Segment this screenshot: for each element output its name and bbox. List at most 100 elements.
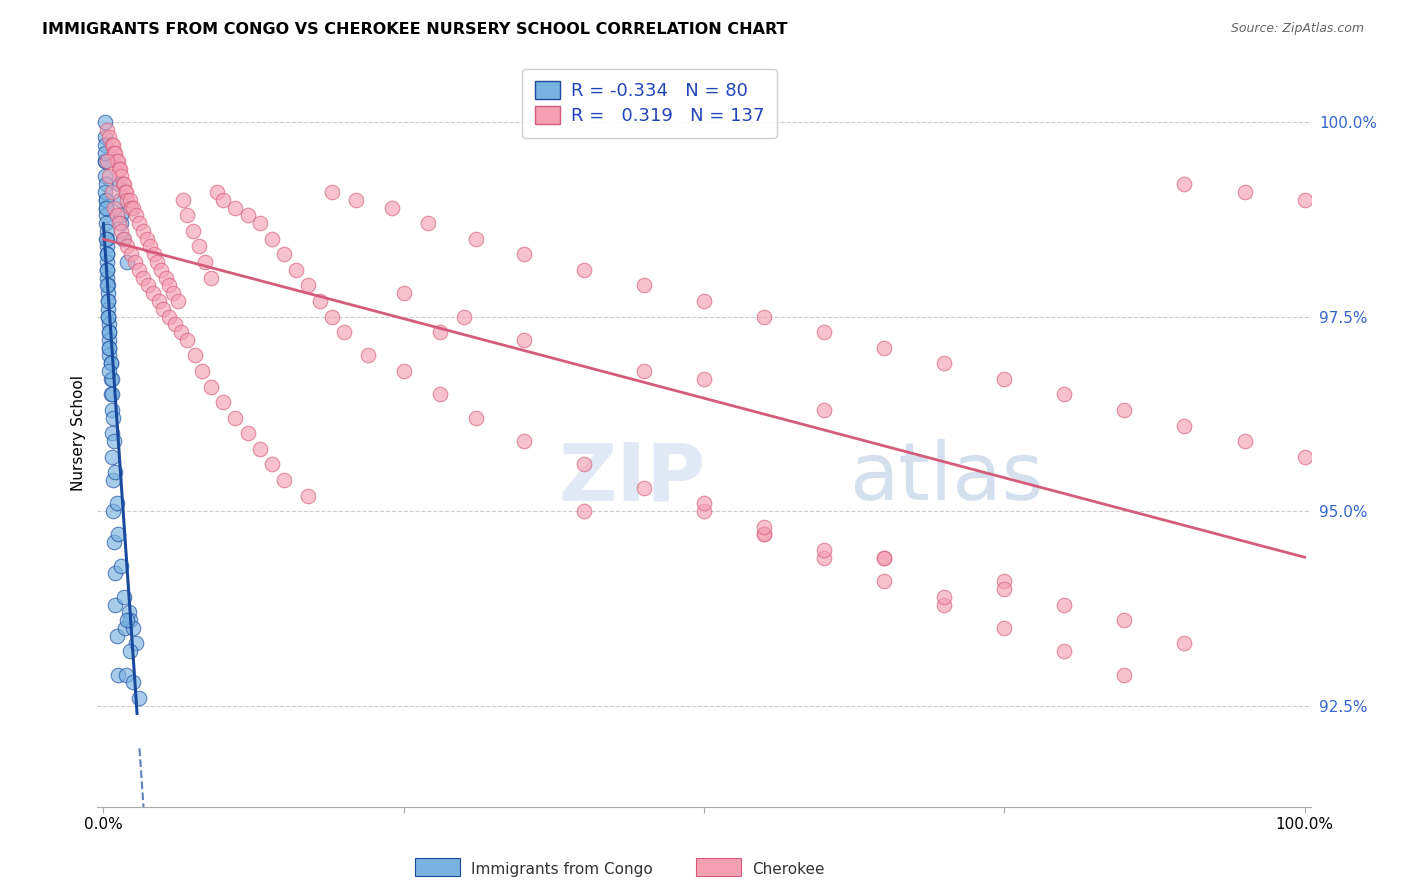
Point [96, 224, 118, 238]
Point [273, 247, 295, 261]
Point [183, 348, 205, 362]
Point [693, 293, 716, 308]
Point [93, 115, 115, 129]
Point [212, 395, 235, 409]
Point [120, 247, 142, 261]
Point [142, 286, 165, 301]
Point [104, 598, 127, 612]
Point [693, 504, 716, 518]
Point [101, 138, 124, 153]
Point [188, 239, 211, 253]
Point [934, 590, 956, 604]
Point [224, 201, 246, 215]
Point [124, 255, 146, 269]
Point [108, 177, 131, 191]
Point [321, 185, 343, 199]
Point [416, 216, 439, 230]
Point [148, 293, 170, 308]
Point [93, 153, 115, 168]
Point [103, 434, 125, 448]
Point [111, 177, 134, 191]
Point [356, 348, 378, 362]
Point [94, 193, 117, 207]
Point [172, 193, 194, 207]
Point [1233, 185, 1256, 199]
Point [176, 208, 198, 222]
Point [332, 325, 354, 339]
Point [94, 208, 117, 222]
Point [105, 208, 128, 222]
Point [111, 232, 134, 246]
Point [633, 481, 655, 495]
Point [297, 489, 319, 503]
Point [873, 574, 896, 589]
Point [98, 341, 121, 355]
Point [136, 278, 159, 293]
Point [103, 146, 125, 161]
Point [993, 582, 1015, 596]
Point [135, 232, 157, 246]
Point [166, 293, 188, 308]
Point [260, 458, 283, 472]
Point [752, 527, 775, 541]
Point [100, 450, 122, 464]
Point [453, 310, 475, 324]
Point [105, 153, 128, 168]
Point [993, 574, 1015, 589]
Point [159, 310, 181, 324]
Point [513, 247, 536, 261]
Point [110, 558, 132, 573]
Point [98, 348, 121, 362]
Point [159, 278, 181, 293]
Point [752, 310, 775, 324]
Point [572, 458, 595, 472]
Point [98, 130, 121, 145]
Point [873, 550, 896, 565]
Point [108, 216, 131, 230]
Point [97, 301, 120, 316]
Point [752, 519, 775, 533]
Point [96, 232, 118, 246]
Point [1294, 193, 1316, 207]
Point [110, 224, 132, 238]
Point [224, 410, 246, 425]
Point [122, 621, 145, 635]
Point [176, 333, 198, 347]
Point [114, 185, 136, 199]
Point [752, 527, 775, 541]
Point [1114, 403, 1136, 417]
Point [236, 426, 259, 441]
Text: IMMIGRANTS FROM CONGO VS CHEROKEE NURSERY SCHOOL CORRELATION CHART: IMMIGRANTS FROM CONGO VS CHEROKEE NURSER… [42, 22, 787, 37]
Point [96, 153, 118, 168]
Point [873, 550, 896, 565]
Point [97, 293, 120, 308]
Point [103, 535, 125, 549]
Point [381, 201, 404, 215]
Point [94, 232, 117, 246]
Point [100, 356, 122, 370]
Point [108, 193, 131, 207]
Point [96, 239, 118, 253]
Point [94, 201, 117, 215]
Point [93, 185, 115, 199]
Point [693, 496, 716, 510]
Point [107, 153, 129, 168]
Point [993, 372, 1015, 386]
Point [100, 426, 122, 441]
Point [96, 247, 118, 261]
Text: Immigrants from Congo: Immigrants from Congo [471, 863, 652, 877]
Point [1233, 434, 1256, 448]
Point [464, 232, 486, 246]
Point [110, 169, 132, 184]
Point [813, 325, 835, 339]
Point [100, 372, 122, 386]
Text: Source: ZipAtlas.com: Source: ZipAtlas.com [1230, 22, 1364, 36]
Point [93, 138, 115, 153]
Point [114, 621, 136, 635]
Point [104, 465, 127, 479]
Point [183, 224, 205, 238]
Point [96, 255, 118, 269]
Point [1173, 177, 1195, 191]
Text: Cherokee: Cherokee [752, 863, 825, 877]
Point [236, 208, 259, 222]
